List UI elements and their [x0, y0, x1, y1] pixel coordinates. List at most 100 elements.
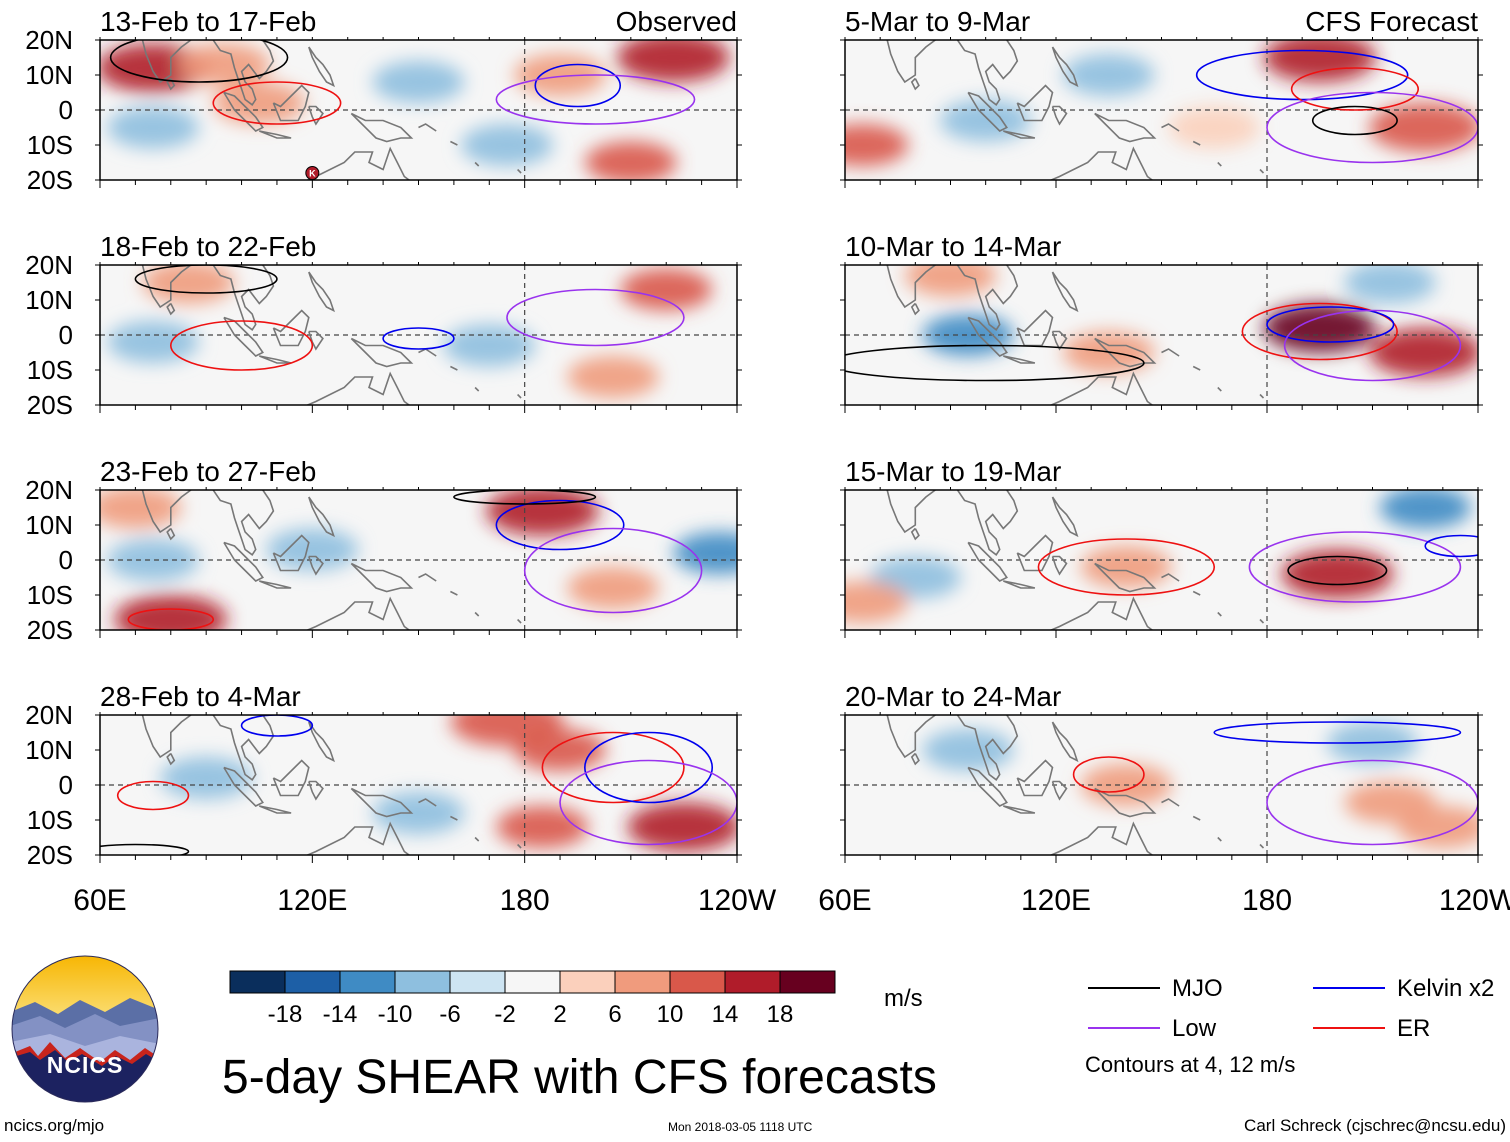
- shear-anomaly: [1344, 265, 1436, 304]
- colorbar-label: 10: [657, 1001, 684, 1028]
- coastline: [885, 715, 937, 759]
- y-tick-label: 20N: [25, 250, 73, 280]
- coastline: [450, 365, 458, 371]
- colorbar-label: 6: [608, 1001, 621, 1028]
- coastline: [1051, 780, 1068, 801]
- x-tick-label: 180: [500, 884, 550, 917]
- coastline: [212, 265, 275, 331]
- er-contour: [1290, 67, 1420, 111]
- kelvin-contour: [584, 731, 714, 804]
- coastline: [1161, 348, 1180, 357]
- low-contour: [1266, 91, 1478, 164]
- coastline: [967, 541, 1008, 582]
- kelvin-contour: [382, 327, 455, 350]
- shear-anomaly: [567, 356, 660, 398]
- shear-anomaly: [160, 757, 253, 799]
- panel-title: 5-Mar to 9-Mar: [845, 6, 1030, 37]
- coastline: [517, 393, 522, 399]
- coastline: [312, 698, 316, 709]
- coastline: [1091, 0, 1126, 2]
- panel-title: 18-Feb to 22-Feb: [100, 231, 316, 262]
- shear-anomaly: [496, 806, 589, 848]
- kelvin-contour: [1195, 49, 1409, 101]
- low-contour: [506, 288, 685, 347]
- storm-marker-label: K: [309, 169, 316, 179]
- coastline: [910, 302, 920, 316]
- coastline: [450, 815, 458, 821]
- x-tick-label: 180: [1242, 884, 1292, 917]
- shear-anomaly: [107, 106, 200, 149]
- coastline: [308, 555, 324, 576]
- y-tick-label: 20S: [27, 165, 73, 195]
- shear-anomaly: [1369, 103, 1478, 152]
- coastline: [166, 302, 176, 316]
- coastline: [418, 123, 437, 132]
- colorbar-label: 14: [712, 1001, 739, 1028]
- colorbar: -18 -14 -10 -6 -2 2 6 10 14 18: [229, 970, 836, 1028]
- shear-anomaly: [266, 528, 359, 571]
- coastline: [272, 759, 310, 797]
- coastline: [1259, 618, 1265, 624]
- coastline: [1056, 23, 1060, 34]
- coastline: [1091, 434, 1126, 452]
- panel-forecast-1: 5-Mar to 9-Mar CFS Forecast: [840, 0, 1483, 188]
- er-contour: [541, 731, 685, 804]
- panel-title: 20-Mar to 24-Mar: [845, 681, 1061, 712]
- panel-title: 10-Mar to 14-Mar: [845, 231, 1061, 262]
- colorbar-units: m/s: [884, 985, 923, 1012]
- low-contour: [495, 74, 696, 125]
- coastline: [1016, 84, 1054, 122]
- shear-anomaly: [1369, 328, 1478, 377]
- mjo-contour: [453, 490, 597, 505]
- coastline: [1003, 130, 1036, 139]
- coastline: [1094, 337, 1157, 368]
- source-url[interactable]: ncics.org/mjo: [4, 1116, 105, 1135]
- mjo-contour: [1311, 105, 1398, 136]
- x-tick-label: 60E: [73, 884, 126, 917]
- colorbar-swatch: [394, 970, 451, 994]
- coastline: [1091, 659, 1126, 677]
- panel-forecast-3: 15-Mar to 19-Mar: [840, 434, 1483, 638]
- coastline: [967, 316, 1008, 357]
- kelvin-contour: [1213, 721, 1462, 744]
- coastline: [350, 787, 414, 818]
- panel-source-label: CFS Forecast: [1305, 6, 1478, 37]
- coastline: [1051, 46, 1079, 88]
- mjo-contour: [845, 344, 1145, 382]
- shear-anomaly: [1063, 54, 1155, 96]
- kelvin-contour: [1424, 534, 1478, 558]
- coastline: [212, 490, 275, 556]
- coastline: [350, 337, 414, 368]
- coastline: [1217, 161, 1222, 167]
- y-tick-label: 10N: [25, 60, 73, 90]
- colorbar-label: -2: [494, 1001, 515, 1028]
- panel-title: 15-Mar to 19-Mar: [845, 456, 1061, 487]
- y-tick-label: 0: [59, 545, 73, 575]
- coastline: [212, 40, 275, 106]
- y-tick-label: 0: [59, 320, 73, 350]
- mjo-contour: [100, 843, 190, 855]
- shear-anomaly: [114, 595, 228, 630]
- coastline: [1259, 843, 1265, 849]
- er-contour: [1037, 538, 1216, 596]
- ncics-logo-text: NCICS: [46, 1052, 124, 1078]
- panel-title: 23-Feb to 27-Feb: [100, 456, 316, 487]
- coastline: [1217, 386, 1222, 392]
- author-credit: Carl Schreck (cjschrec@ncsu.edu): [1244, 1116, 1506, 1135]
- kelvin-contour: [534, 63, 622, 108]
- coastline: [1091, 209, 1126, 227]
- coastline: [956, 715, 1019, 781]
- coastline: [305, 371, 411, 405]
- shear-anomaly: [673, 532, 737, 574]
- y-tick-label: 20N: [25, 475, 73, 505]
- coastline: [141, 490, 193, 534]
- timestamp: Mon 2018-03-05 1118 UTC: [668, 1120, 813, 1134]
- colorbar-label: -18: [268, 1001, 303, 1028]
- coastline: [1161, 573, 1180, 582]
- shear-anomaly: [443, 324, 536, 367]
- coastline: [956, 490, 1019, 556]
- low-contour: [1266, 759, 1478, 846]
- shear-anomaly: [450, 715, 564, 747]
- shear-anomaly: [922, 729, 1014, 771]
- coastline: [1049, 146, 1154, 180]
